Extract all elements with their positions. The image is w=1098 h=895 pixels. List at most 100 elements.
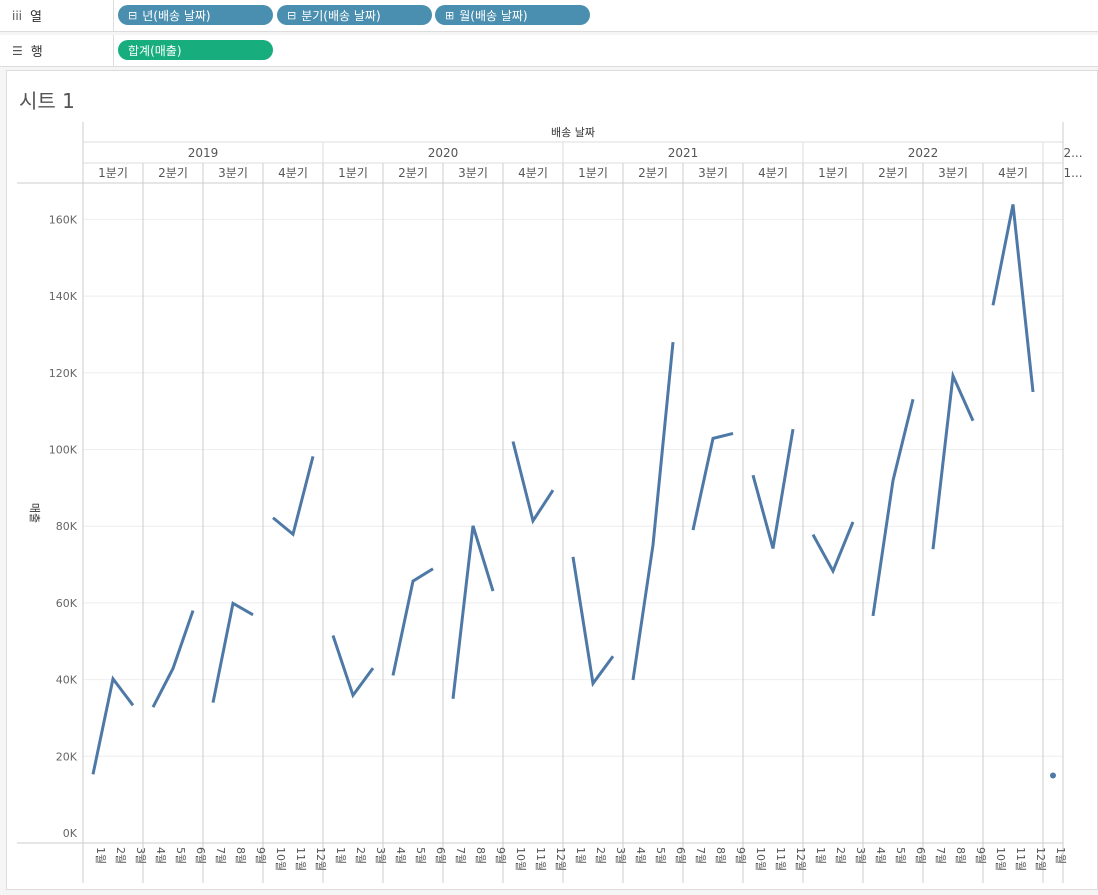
y-tick-label: 100K — [49, 444, 78, 457]
month-label: 12월 — [1034, 847, 1047, 871]
quarter-header: 2분기 — [158, 166, 188, 180]
month-label: 12월 — [314, 847, 327, 871]
columns-shelf-label: iii 열 — [0, 0, 114, 31]
quarter-header: 3분기 — [938, 166, 968, 180]
quarter-header: 1분기 — [818, 166, 848, 180]
month-label: 6월 — [434, 847, 447, 864]
month-label: 9월 — [254, 847, 267, 864]
quarter-header: 4분기 — [998, 166, 1028, 180]
sales-line — [811, 521, 855, 575]
y-tick-label: 160K — [49, 213, 78, 226]
year-header: 2021 — [668, 146, 699, 160]
expand-icon[interactable]: ⊞ — [445, 8, 455, 22]
month-label: 5월 — [414, 847, 427, 864]
quarter-header: 3분기 — [458, 166, 488, 180]
month-label: 12월 — [794, 847, 807, 871]
rows-shelf-title: 행 — [30, 45, 43, 60]
month-label: 6월 — [194, 847, 207, 864]
quarter-pill[interactable]: ⊟ 분기(배송 날짜) — [277, 5, 432, 25]
rows-icon: ☰ — [12, 43, 23, 58]
month-label: 7월 — [454, 847, 467, 864]
collapse-icon[interactable]: ⊟ — [128, 8, 138, 22]
y-tick-label: 0K — [63, 827, 78, 840]
quarter-header: 3분기 — [698, 166, 728, 180]
quarter-header: 4분기 — [758, 166, 788, 180]
sales-point — [1050, 772, 1056, 779]
month-pill[interactable]: ⊞ 월(배송 날짜) — [435, 5, 590, 25]
quarter-header: 4분기 — [278, 166, 308, 180]
month-label: 8월 — [954, 847, 967, 864]
columns-shelf-title: 열 — [30, 10, 42, 25]
quarter-header: 1분기 — [338, 166, 368, 180]
year-header: 2022 — [908, 146, 939, 160]
month-label: 4월 — [394, 847, 407, 864]
collapse-icon[interactable]: ⊟ — [287, 8, 297, 22]
quarter-header: 1... — [1063, 166, 1082, 180]
month-label: 2월 — [834, 847, 847, 864]
sales-line — [571, 556, 615, 688]
sum-sales-pill[interactable]: 합계(매출) — [118, 40, 273, 60]
worksheet: 시트 1 0K 20K 40K 60K 80K 100K 120K 140K 160K 배송 날짜… — [6, 70, 1098, 890]
month-label: 1월 — [574, 847, 587, 864]
header-title: 배송 날짜 — [551, 126, 595, 139]
month-label: 11월 — [1014, 847, 1027, 871]
month-label: 6월 — [674, 847, 687, 864]
sales-line — [451, 525, 495, 699]
y-tick-label: 120K — [49, 367, 78, 380]
month-label: 5월 — [654, 847, 667, 864]
y-tick-label: 40K — [56, 674, 78, 687]
month-label: 5월 — [174, 847, 187, 864]
month-label: 3월 — [614, 847, 627, 864]
y-tick-label: 20K — [56, 750, 78, 763]
month-label: 2월 — [594, 847, 607, 864]
year-header: 2... — [1063, 146, 1082, 160]
year-pill-label: 년(배송 날짜) — [142, 8, 211, 23]
sales-line — [391, 567, 434, 676]
month-label: 10월 — [274, 847, 287, 871]
month-label: 9월 — [734, 847, 747, 864]
month-label: 9월 — [494, 847, 507, 864]
sales-line — [991, 204, 1035, 393]
quarter-pill-label: 분기(배송 날짜) — [301, 8, 381, 23]
month-label: 1월 — [334, 847, 347, 864]
year-header: 2020 — [428, 146, 459, 160]
sales-line — [211, 600, 254, 703]
month-label: 2월 — [354, 847, 367, 864]
sales-line — [151, 610, 195, 708]
sales-line — [691, 431, 734, 531]
sum-sales-pill-label: 합계(매출) — [128, 43, 182, 58]
month-label: 7월 — [934, 847, 947, 864]
month-label: 6월 — [914, 847, 927, 864]
month-label: 1월 — [814, 847, 827, 864]
month-label: 11월 — [534, 847, 547, 871]
month-label: 8월 — [714, 847, 727, 864]
year-pill[interactable]: ⊟ 년(배송 날짜) — [118, 5, 273, 25]
month-label: 1월 — [94, 847, 107, 864]
month-pill-label: 월(배송 날짜) — [459, 8, 528, 23]
month-label: 4월 — [154, 847, 167, 864]
quarter-header: 2분기 — [878, 166, 908, 180]
quarter-header: 1분기 — [98, 166, 128, 180]
rows-shelf: ☰ 행 합계(매출) — [0, 35, 1098, 67]
y-axis-title: 매출 — [28, 503, 41, 523]
sales-line — [751, 428, 795, 549]
year-header: 2019 — [188, 146, 219, 160]
sales-line — [871, 398, 915, 617]
month-label: 10월 — [514, 847, 527, 871]
sales-line — [91, 675, 135, 775]
month-label: 11월 — [774, 847, 787, 871]
month-label: 3월 — [374, 847, 387, 864]
quarter-header: 4분기 — [518, 166, 548, 180]
sales-line — [331, 635, 375, 699]
month-label: 5월 — [894, 847, 907, 864]
rows-shelf-label: ☰ 행 — [0, 35, 114, 66]
month-label: 10월 — [994, 847, 1007, 871]
month-label: 4월 — [634, 847, 647, 864]
month-label: 1월 — [1054, 847, 1067, 864]
month-label: 7월 — [214, 847, 227, 864]
month-label: 11월 — [294, 847, 307, 871]
month-label: 8월 — [474, 847, 487, 864]
y-tick-label: 60K — [56, 597, 78, 610]
y-tick-label: 140K — [49, 290, 78, 303]
